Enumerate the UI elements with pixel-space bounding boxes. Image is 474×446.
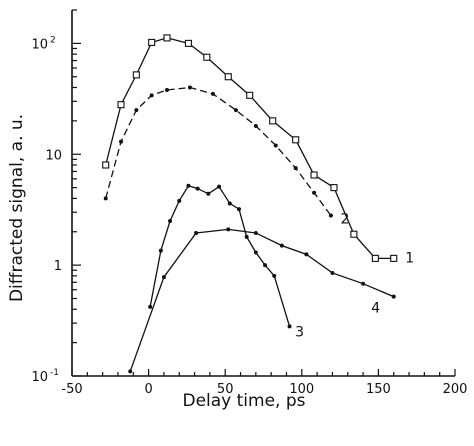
series-2-point	[134, 108, 139, 113]
x-tick-label: 50	[217, 382, 234, 397]
series-1-point	[310, 171, 318, 179]
series-3-point	[227, 201, 232, 206]
series-3-point	[158, 248, 163, 253]
x-tick-label: 200	[443, 382, 468, 397]
series-1-line	[105, 37, 394, 260]
series-2-point	[233, 108, 238, 113]
series-1-point	[224, 73, 232, 81]
series-2-label: 2	[340, 212, 349, 228]
series-3-label: 3	[295, 324, 304, 340]
series-4-point	[304, 252, 309, 257]
y-tick-label: 10	[31, 370, 48, 385]
series-2-point	[187, 85, 192, 90]
series-3-point	[177, 198, 182, 203]
series-3-point	[148, 304, 153, 309]
series-1-point	[102, 161, 110, 169]
series-4-point	[391, 294, 396, 299]
series-4-point	[128, 369, 133, 374]
x-axis-title: Delay time, ps	[182, 391, 305, 411]
series-3-line	[149, 184, 291, 327]
series-4-line	[129, 228, 394, 372]
series-1-point	[163, 34, 171, 42]
series-2-point	[119, 139, 124, 144]
series-4-point	[161, 275, 166, 280]
x-tick-label: 150	[366, 382, 391, 397]
series-3-point	[244, 234, 249, 239]
y-tick-label: 1	[54, 259, 62, 274]
y-tick-exponent: 2	[50, 35, 56, 45]
series-2-point	[293, 166, 298, 171]
series-1-point	[246, 91, 254, 99]
x-tick-label: 100	[289, 382, 314, 397]
series-3-point	[168, 219, 173, 224]
series-1-point	[203, 53, 211, 61]
series-1-point	[132, 71, 140, 79]
y-tick-label: 10	[31, 37, 48, 52]
series-1-point	[148, 38, 156, 46]
tick-marks	[71, 9, 456, 377]
series-4-point	[194, 230, 199, 235]
series-1-point	[117, 101, 125, 109]
series-1-point	[371, 254, 379, 262]
series-3-point	[236, 207, 241, 212]
y-tick-label: 10	[45, 148, 62, 163]
series-1-point	[330, 184, 338, 192]
series-2-point	[164, 87, 169, 92]
series-2-point	[312, 190, 317, 195]
series-3-point	[253, 250, 258, 255]
series-1-point	[292, 136, 300, 144]
series-2-point	[253, 123, 258, 128]
series-3-point	[195, 186, 200, 191]
series-2-point	[103, 196, 108, 201]
series-labels: 1 2 3 4	[295, 212, 414, 341]
y-tick-exponent: -1	[50, 368, 59, 378]
series-3-point	[287, 324, 292, 329]
x-tick-label: 0	[144, 382, 152, 397]
series-4-label: 4	[371, 301, 380, 317]
series-4-point	[226, 227, 231, 232]
series-2-point	[210, 91, 215, 96]
series-2-point	[328, 213, 333, 218]
series-1-point	[269, 117, 277, 125]
series-2-point	[273, 143, 278, 148]
series-3-point	[272, 273, 277, 278]
series-2-point	[149, 93, 154, 98]
series-1-label: 1	[405, 250, 414, 266]
series-3-point	[263, 263, 268, 268]
series-4-point	[279, 243, 284, 248]
series-markers	[102, 34, 398, 374]
series-lines	[105, 37, 394, 372]
series-3-point	[217, 184, 222, 189]
axes	[71, 10, 455, 377]
x-tick-label: -50	[61, 382, 82, 397]
series-4-point	[330, 270, 335, 275]
series-1-point	[184, 39, 192, 47]
series-1-point	[350, 230, 358, 238]
series-3-point	[206, 191, 211, 196]
series-1-point	[390, 254, 398, 262]
series-2-line	[105, 86, 332, 216]
y-axis-title: Diffracted signal, a. u.	[7, 114, 27, 302]
series-4-point	[361, 281, 366, 286]
series-4-point	[253, 230, 258, 235]
series-3-point	[186, 183, 191, 188]
